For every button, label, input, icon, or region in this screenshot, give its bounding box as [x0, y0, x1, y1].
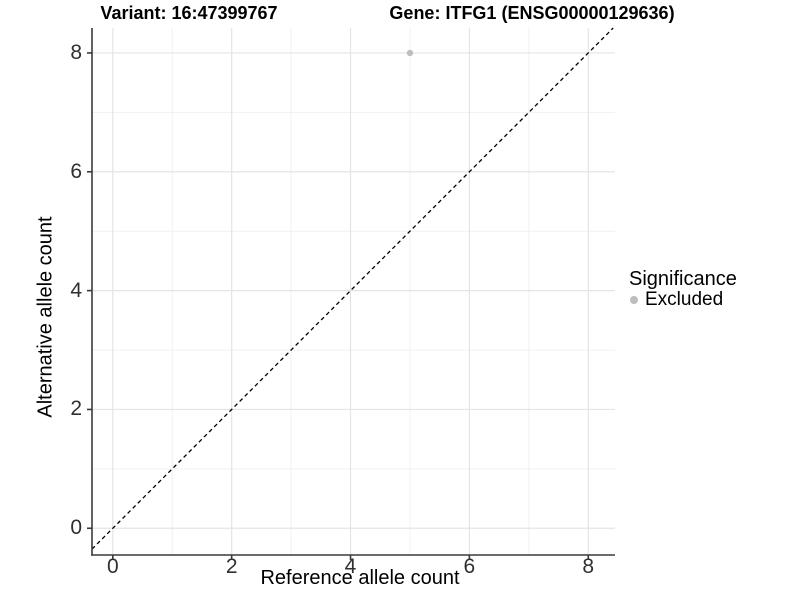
x-tick-label: 2	[225, 555, 238, 578]
x-tick-label: 4	[344, 555, 357, 578]
y-tick-label: 4	[70, 278, 82, 302]
legend-point-icon	[630, 296, 638, 304]
x-tick-label: 8	[582, 555, 595, 578]
legend-entry-excluded: Excluded	[630, 289, 723, 311]
plot-title-variant: Variant: 16:47399767	[100, 3, 278, 23]
x-axis-title: Reference allele count	[260, 567, 460, 589]
legend-title: Significance	[629, 268, 737, 290]
y-axis-title: Alternative allele count	[34, 216, 57, 418]
y-tick-label: 2	[70, 397, 82, 421]
identity-dashed-line	[91, 27, 614, 550]
y-tick-label: 6	[70, 159, 82, 183]
legend-entry-label: Excluded	[645, 289, 724, 310]
x-tick-label: 6	[463, 555, 476, 578]
x-tick-label: 0	[106, 555, 119, 578]
y-tick-label: 0	[70, 516, 82, 540]
plot-title-gene: Gene: ITFG1 (ENSG00000129636)	[389, 3, 675, 23]
data-point	[406, 49, 414, 57]
y-tick-label: 8	[70, 40, 82, 64]
